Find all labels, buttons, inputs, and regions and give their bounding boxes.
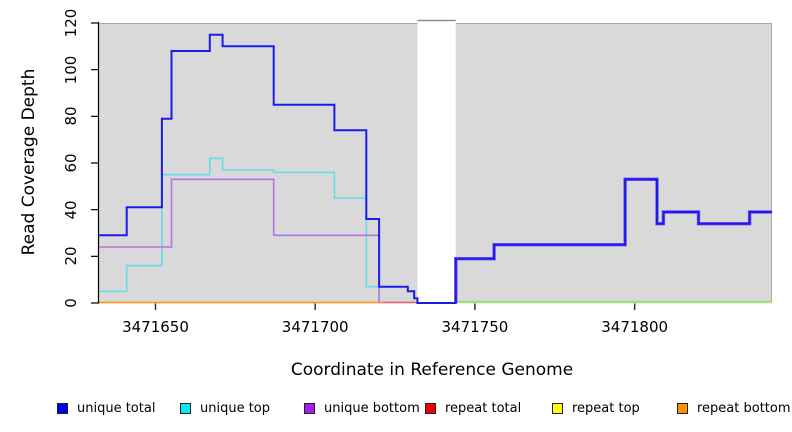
x-tick-label-3471750: 3471750	[441, 318, 509, 336]
legend-swatch-icon	[57, 402, 68, 414]
legend-swatch-icon	[304, 402, 315, 414]
y-tick-label-40: 40	[62, 200, 80, 220]
legend-swatch-icon	[180, 402, 191, 414]
y-tick-label-60: 60	[62, 153, 80, 173]
x-tick-label-3471800: 3471800	[601, 318, 669, 336]
legend-item-unique-bottom: unique bottom	[304, 400, 420, 416]
legend-label: unique top	[200, 400, 271, 416]
legend-item-repeat-top: repeat top	[552, 400, 640, 416]
legend-label: repeat top	[572, 400, 640, 416]
legend-label: repeat total	[445, 400, 522, 416]
legend-item-unique-top: unique top	[180, 400, 271, 416]
y-axis-title: Read Coverage Depth	[19, 68, 39, 256]
y-tick-label-100: 100	[62, 55, 80, 84]
legend-swatch-icon	[425, 402, 436, 414]
line-unique-top	[98, 157, 380, 303]
legend-label: unique total	[77, 400, 156, 416]
legend-item-repeat-total: repeat total	[425, 400, 522, 416]
x-axis-title: Coordinate in Reference Genome	[290, 360, 574, 380]
line-unique-total	[98, 33, 772, 304]
y-tick-label-120: 120	[62, 8, 80, 38]
legend-label: unique bottom	[324, 400, 420, 416]
x-tick-label-3471650: 3471650	[122, 318, 189, 336]
y-tick-label-0: 0	[62, 298, 80, 308]
legend-item-repeat-bottom: repeat bottom	[677, 400, 791, 416]
x-tick-label-3471700: 3471700	[281, 318, 349, 336]
legend-swatch-icon	[552, 402, 563, 414]
coverage-gap-band	[417, 20, 456, 303]
y-tick-label-20: 20	[62, 246, 80, 266]
legend-swatch-icon	[677, 402, 688, 414]
y-tick-label-80: 80	[62, 106, 80, 126]
legend-item-unique-total: unique total	[57, 400, 156, 416]
legend-label: repeat bottom	[697, 400, 791, 416]
